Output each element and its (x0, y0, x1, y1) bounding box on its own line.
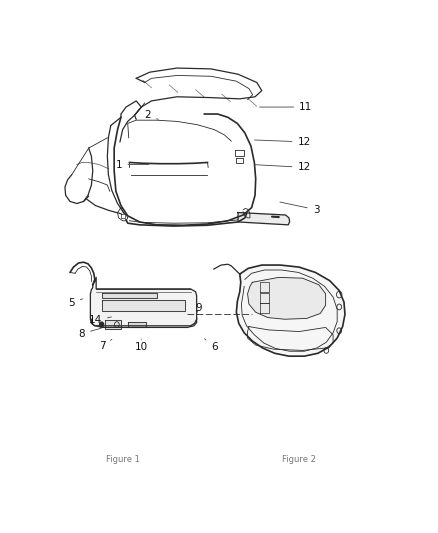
Text: 10: 10 (134, 339, 148, 352)
Text: 3: 3 (280, 202, 319, 215)
Text: 2: 2 (145, 110, 158, 120)
Polygon shape (105, 320, 121, 329)
Polygon shape (238, 213, 290, 225)
Circle shape (99, 322, 104, 327)
Polygon shape (247, 277, 325, 319)
Text: 5: 5 (68, 298, 83, 308)
Text: Figure 2: Figure 2 (282, 455, 316, 464)
Text: 12: 12 (254, 137, 311, 147)
Text: 14: 14 (88, 316, 111, 326)
Polygon shape (102, 300, 185, 311)
Polygon shape (237, 265, 345, 356)
Polygon shape (102, 293, 156, 298)
Text: 8: 8 (78, 328, 101, 338)
Polygon shape (90, 277, 197, 326)
Text: 7: 7 (99, 340, 112, 351)
Polygon shape (128, 322, 146, 327)
Text: Figure 1: Figure 1 (106, 455, 140, 464)
Text: 12: 12 (254, 163, 311, 172)
Text: 9: 9 (196, 303, 202, 313)
Text: 6: 6 (205, 338, 218, 352)
Text: 11: 11 (259, 102, 312, 112)
Text: 1: 1 (116, 159, 149, 169)
